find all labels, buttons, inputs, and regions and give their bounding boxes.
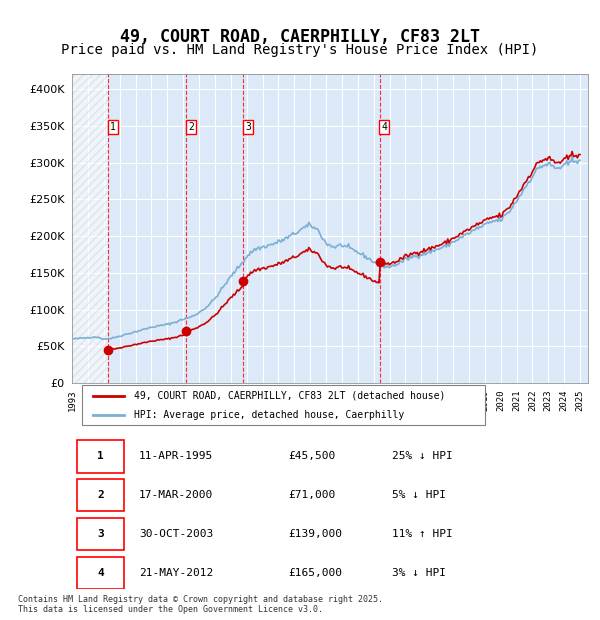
Text: Price paid vs. HM Land Registry's House Price Index (HPI): Price paid vs. HM Land Registry's House … bbox=[61, 43, 539, 58]
Text: 49, COURT ROAD, CAERPHILLY, CF83 2LT (detached house): 49, COURT ROAD, CAERPHILLY, CF83 2LT (de… bbox=[134, 391, 445, 401]
Text: 1: 1 bbox=[97, 451, 104, 461]
Text: 3% ↓ HPI: 3% ↓ HPI bbox=[392, 568, 446, 578]
Text: 2: 2 bbox=[188, 122, 194, 132]
Text: 4: 4 bbox=[97, 568, 104, 578]
Text: £165,000: £165,000 bbox=[289, 568, 343, 578]
Text: 21-MAY-2012: 21-MAY-2012 bbox=[139, 568, 214, 578]
Text: 3: 3 bbox=[97, 529, 104, 539]
Text: This data is licensed under the Open Government Licence v3.0.: This data is licensed under the Open Gov… bbox=[18, 604, 323, 614]
Text: 4: 4 bbox=[381, 122, 387, 132]
Text: £71,000: £71,000 bbox=[289, 490, 336, 500]
FancyBboxPatch shape bbox=[77, 518, 124, 550]
FancyBboxPatch shape bbox=[82, 386, 485, 425]
FancyBboxPatch shape bbox=[77, 440, 124, 472]
FancyBboxPatch shape bbox=[77, 479, 124, 511]
Text: 25% ↓ HPI: 25% ↓ HPI bbox=[392, 451, 452, 461]
Text: 1: 1 bbox=[110, 122, 116, 132]
Text: 30-OCT-2003: 30-OCT-2003 bbox=[139, 529, 214, 539]
Text: 11% ↑ HPI: 11% ↑ HPI bbox=[392, 529, 452, 539]
Text: HPI: Average price, detached house, Caerphilly: HPI: Average price, detached house, Caer… bbox=[134, 410, 404, 420]
FancyBboxPatch shape bbox=[77, 557, 124, 589]
Text: 11-APR-1995: 11-APR-1995 bbox=[139, 451, 214, 461]
Text: 2: 2 bbox=[97, 490, 104, 500]
Text: 17-MAR-2000: 17-MAR-2000 bbox=[139, 490, 214, 500]
Text: 3: 3 bbox=[245, 122, 251, 132]
Text: £139,000: £139,000 bbox=[289, 529, 343, 539]
Text: Contains HM Land Registry data © Crown copyright and database right 2025.: Contains HM Land Registry data © Crown c… bbox=[18, 595, 383, 604]
Text: £45,500: £45,500 bbox=[289, 451, 336, 461]
Text: 49, COURT ROAD, CAERPHILLY, CF83 2LT: 49, COURT ROAD, CAERPHILLY, CF83 2LT bbox=[120, 28, 480, 46]
Text: 5% ↓ HPI: 5% ↓ HPI bbox=[392, 490, 446, 500]
Bar bbox=[72, 74, 108, 383]
